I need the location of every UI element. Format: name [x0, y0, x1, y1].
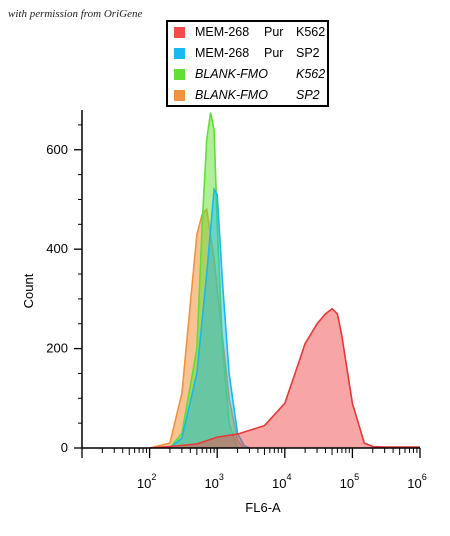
x-tick-label: 103 [204, 472, 223, 491]
legend-swatch [174, 27, 185, 38]
credit-text: with permission from OriGene [8, 8, 143, 20]
legend-entry: BLANK-FMO K562 [168, 64, 327, 85]
legend-swatch [174, 69, 185, 80]
y-tick-label: 600 [46, 142, 68, 157]
series-line [169, 112, 239, 449]
chart-legend: MEM-268 Pur K562 MEM-268 Pur SP2 BLANK-FMO K562… [166, 20, 329, 107]
y-axis-label: Count [21, 273, 36, 308]
legend-cell-line: K562 [296, 67, 326, 81]
legend-name: BLANK-FMO [195, 67, 268, 81]
legend-entry: MEM-268 Pur K562 [168, 22, 327, 43]
y-tick-label: 200 [46, 341, 68, 356]
legend-name: MEM-268 [195, 25, 250, 39]
y-tick-label: 0 [61, 440, 68, 455]
legend-entry: MEM-268 Pur SP2 [168, 43, 327, 64]
legend-name: BLANK-FMO [195, 88, 268, 102]
series-area [169, 112, 238, 448]
y-tick-label: 400 [46, 241, 68, 256]
x-tick-label: 102 [137, 472, 156, 491]
x-axis-label: FL6-A [245, 500, 281, 515]
x-tick-label: 106 [407, 472, 426, 491]
legend-name: MEM-268 [195, 46, 250, 60]
legend-tag: Pur [264, 46, 284, 60]
legend-cell-line: K562 [296, 25, 326, 39]
x-tick-label: 104 [272, 472, 291, 491]
legend-entry: BLANK-FMO SP2 [168, 85, 327, 106]
legend-swatch [174, 90, 185, 101]
series-area [169, 189, 250, 448]
legend-swatch [174, 48, 185, 59]
x-tick-label: 105 [340, 472, 359, 491]
series-area [149, 308, 420, 448]
legend-tag: Pur [264, 25, 284, 39]
series-line [149, 307, 420, 449]
legend-cell-line: SP2 [296, 88, 320, 102]
legend-cell-line: SP2 [296, 46, 320, 60]
